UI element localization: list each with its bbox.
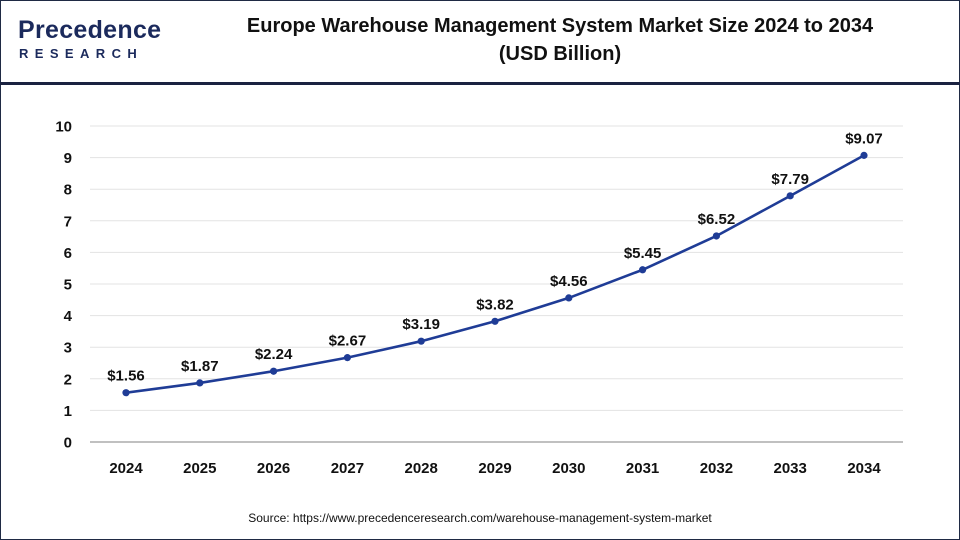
data-point-2030 xyxy=(565,294,573,302)
data-point-2024 xyxy=(122,389,130,397)
data-label-2031: $5.45 xyxy=(624,245,662,262)
x-tick-label-2034: 2034 xyxy=(847,460,881,477)
x-tick-label-2028: 2028 xyxy=(405,460,438,477)
data-point-2032 xyxy=(712,232,721,240)
data-label-2030: $4.56 xyxy=(550,273,588,290)
logo-wordmark: Precedence xyxy=(18,16,162,44)
data-label-2027: $2.67 xyxy=(329,333,367,350)
source-note: Source: https://www.precedenceresearch.c… xyxy=(248,511,712,525)
data-label-2028: $3.19 xyxy=(402,316,440,333)
x-tick-label-2031: 2031 xyxy=(626,460,659,477)
y-tick-label-3: 3 xyxy=(64,340,72,357)
header: Precedence RESEARCH Europe Warehouse Man… xyxy=(0,0,960,85)
data-label-2034: $9.07 xyxy=(845,130,883,147)
x-tick-label-2027: 2027 xyxy=(331,460,364,477)
chart-title-line-1: Europe Warehouse Management System Marke… xyxy=(246,15,874,37)
y-tick-label-10: 10 xyxy=(55,119,72,136)
x-tick-label-2029: 2029 xyxy=(478,460,511,477)
data-label-2029: $3.82 xyxy=(476,296,514,313)
data-point-2034 xyxy=(860,151,868,159)
x-tick-label-2030: 2030 xyxy=(552,460,585,477)
x-tick-label-2032: 2032 xyxy=(700,460,733,477)
data-label-2024: $1.56 xyxy=(107,368,145,385)
data-point-2025 xyxy=(196,379,204,387)
data-label-2025: $1.87 xyxy=(181,358,219,375)
data-label-2033: $7.79 xyxy=(771,171,809,188)
x-tick-label-2025: 2025 xyxy=(183,460,216,477)
y-tick-label-1: 1 xyxy=(64,403,72,420)
y-tick-label-5: 5 xyxy=(64,277,72,294)
x-tick-label-2024: 2024 xyxy=(109,460,143,477)
data-point-2029 xyxy=(491,317,499,325)
data-point-2033 xyxy=(786,192,794,200)
x-tick-label-2033: 2033 xyxy=(774,460,807,477)
y-tick-label-7: 7 xyxy=(64,213,72,230)
x-tick-label-2026: 2026 xyxy=(257,460,290,477)
logo-subtitle: RESEARCH xyxy=(19,46,144,61)
y-tick-label-0: 0 xyxy=(64,435,72,452)
data-point-2027 xyxy=(343,354,351,362)
y-tick-label-9: 9 xyxy=(64,150,72,167)
y-tick-label-8: 8 xyxy=(64,182,72,199)
y-tick-label-4: 4 xyxy=(64,308,73,325)
line-chart: 0 1 2 3 4 5 6 7 8 9 10 2024 2025 2026 2027 2028 2029 2030… xyxy=(55,119,903,477)
data-point-2028 xyxy=(417,337,425,345)
data-label-2032: $6.52 xyxy=(698,211,736,228)
data-point-2031 xyxy=(639,266,647,274)
chart-title-line-2: (USD Billion) xyxy=(498,43,622,65)
y-tick-label-6: 6 xyxy=(64,245,72,262)
data-point-2026 xyxy=(270,367,278,375)
series-line xyxy=(124,154,866,395)
brand-logo: Precedence RESEARCH xyxy=(18,14,168,70)
chart-title: Europe Warehouse Management System Marke… xyxy=(190,12,930,68)
y-tick-label-2: 2 xyxy=(64,371,72,388)
data-label-2026: $2.24 xyxy=(255,346,293,363)
